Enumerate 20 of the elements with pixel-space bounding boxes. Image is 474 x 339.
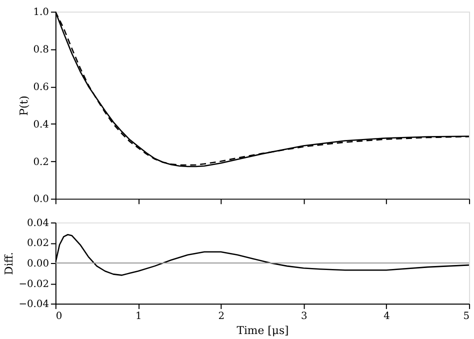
y-tick-label: 0.6	[33, 82, 49, 93]
x-tick-label: 3	[300, 310, 308, 322]
y-tick-label: 0.02	[26, 238, 49, 250]
y-tick-label: 0.04	[26, 218, 49, 229]
y-tick-label: 0.2	[33, 156, 49, 168]
x-tick-label: 2	[218, 310, 225, 322]
y-tick-label: 1.0	[33, 7, 49, 18]
y-tick-label: −0.04	[18, 299, 49, 310]
y-tick-label: 0.4	[33, 119, 49, 130]
y-axis-title: P(t)	[17, 96, 30, 116]
y-tick-label: 0.00	[26, 258, 49, 270]
y-tick-label: 0.8	[33, 44, 49, 56]
x-tick-label: 1	[135, 310, 142, 322]
x-tick-label: 5	[463, 310, 470, 322]
x-tick-label: 0	[56, 310, 62, 322]
y-tick-label: −0.02	[18, 278, 49, 290]
x-axis-title: Time [μs]	[236, 324, 289, 337]
y-axis-title: Diff.	[2, 252, 16, 276]
x-tick-label: 4	[384, 310, 390, 322]
y-tick-label: 0.0	[33, 194, 49, 206]
